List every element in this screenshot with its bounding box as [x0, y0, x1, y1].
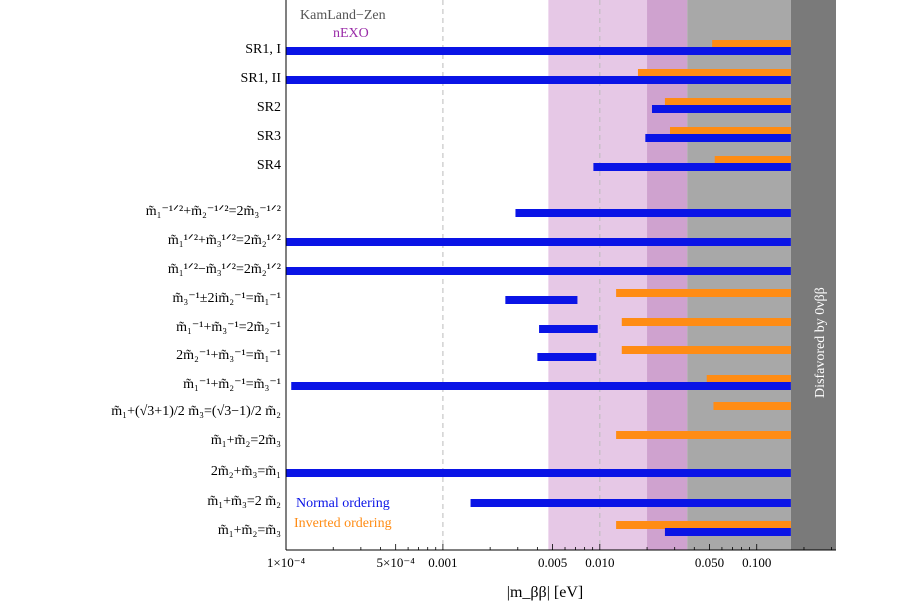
- inverted-bar-12: [713, 402, 791, 410]
- row-label-2: SR2: [257, 100, 281, 115]
- row-label-15: m̃₁+m̃₃=2 m̃₂: [207, 494, 281, 509]
- inverted-bar-0: [712, 40, 791, 48]
- row-label-4: SR4: [257, 158, 281, 173]
- row-label-14: 2m̃₂+m̃₃=m̃₁: [211, 464, 281, 479]
- legend-normal-ordering: Normal ordering: [296, 496, 390, 511]
- nexo-label: nEXO: [333, 26, 369, 41]
- normal-bar-2: [651, 105, 791, 113]
- row-label-8: m̃₃⁻¹±2im̃₂⁻¹=m̃₁⁻¹: [172, 291, 281, 306]
- inverted-bar-16: [616, 521, 791, 529]
- x-tick-label-4: 0.010: [585, 555, 614, 570]
- inverted-bar-2: [664, 98, 791, 106]
- inverted-bar-13: [616, 431, 791, 439]
- x-tick-label-6: 0.100: [742, 555, 771, 570]
- normal-bar-14: [286, 469, 791, 477]
- x-tick-label-0: 1×10⁻⁴: [267, 555, 306, 570]
- inverted-bar-11: [706, 375, 791, 383]
- row-label-10: 2m̃₂⁻¹+m̃₃⁻¹=m̃₁⁻¹: [176, 348, 281, 363]
- row-label-5: m̃₁⁻¹ᐟ²+m̃₂⁻¹ᐟ²=2m̃₃⁻¹ᐟ²: [146, 204, 281, 219]
- row-label-0: SR1, I: [245, 42, 281, 57]
- row-label-3: SR3: [257, 129, 281, 144]
- row-label-9: m̃₁⁻¹+m̃₃⁻¹=2m̃₂⁻¹: [176, 320, 281, 335]
- row-label-16: m̃₁+m̃₂=m̃₃: [218, 523, 281, 538]
- normal-bar-15: [470, 499, 791, 507]
- inverted-bar-9: [621, 318, 791, 326]
- inverted-bar-8: [616, 289, 791, 297]
- inverted-bar-1: [637, 69, 791, 77]
- normal-bar-7: [286, 267, 791, 275]
- normal-bar-4: [593, 163, 791, 171]
- row-label-12: m̃₁+(√3+1)/2 m̃₃=(√3−1)/2 m̃₂: [111, 404, 281, 419]
- inverted-bar-4: [714, 156, 791, 164]
- x-axis-label: |m_ββ| [eV]: [507, 584, 583, 601]
- normal-bar-1: [286, 76, 791, 84]
- band-3: [790, 0, 836, 550]
- x-tick-label-2: 0.001: [428, 555, 457, 570]
- row-label-7: m̃₁¹ᐟ²−m̃₃¹ᐟ²=2m̃₂¹ᐟ²: [168, 262, 281, 277]
- inverted-bar-10: [621, 346, 791, 354]
- row-label-11: m̃₁⁻¹+m̃₂⁻¹=m̃₃⁻¹: [183, 377, 281, 392]
- row-labels: SR1, I SR1, II SR2 SR3 SR4 m̃₁⁻¹ᐟ²+m̃₂⁻¹ᐟ²=2m…: [111, 42, 281, 538]
- kamland-zen-label: KamLand−Zen: [300, 8, 386, 23]
- x-tick-label-1: 5×10⁻⁴: [377, 555, 416, 570]
- normal-bar-10: [537, 353, 597, 361]
- x-tick-label-3: 0.005: [538, 555, 567, 570]
- row-label-6: m̃₁¹ᐟ²+m̃₃¹ᐟ²=2m̃₂¹ᐟ²: [168, 233, 281, 248]
- normal-bar-9: [539, 325, 598, 333]
- normal-bar-5: [515, 209, 791, 217]
- normal-bar-0: [286, 47, 791, 55]
- normal-bar-3: [645, 134, 791, 142]
- normal-bar-16: [664, 528, 791, 536]
- disfavored-label: Disfavored by 0νββ: [813, 287, 828, 398]
- x-tick-label-5: 0.050: [695, 555, 724, 570]
- x-axis: 1×10⁻⁴ 5×10⁻⁴ 0.001 0.005 0.010 0.050 0.100: [267, 0, 836, 570]
- row-label-13: m̃₁+m̃₂=2m̃₃: [211, 433, 281, 448]
- normal-bar-11: [291, 382, 791, 390]
- normal-bar-6: [286, 238, 791, 246]
- normal-bar-8: [505, 296, 578, 304]
- row-label-1: SR1, II: [241, 71, 282, 86]
- inverted-bar-3: [669, 127, 791, 135]
- legend-inverted-ordering: Inverted ordering: [294, 516, 392, 531]
- row-bars: [286, 40, 791, 536]
